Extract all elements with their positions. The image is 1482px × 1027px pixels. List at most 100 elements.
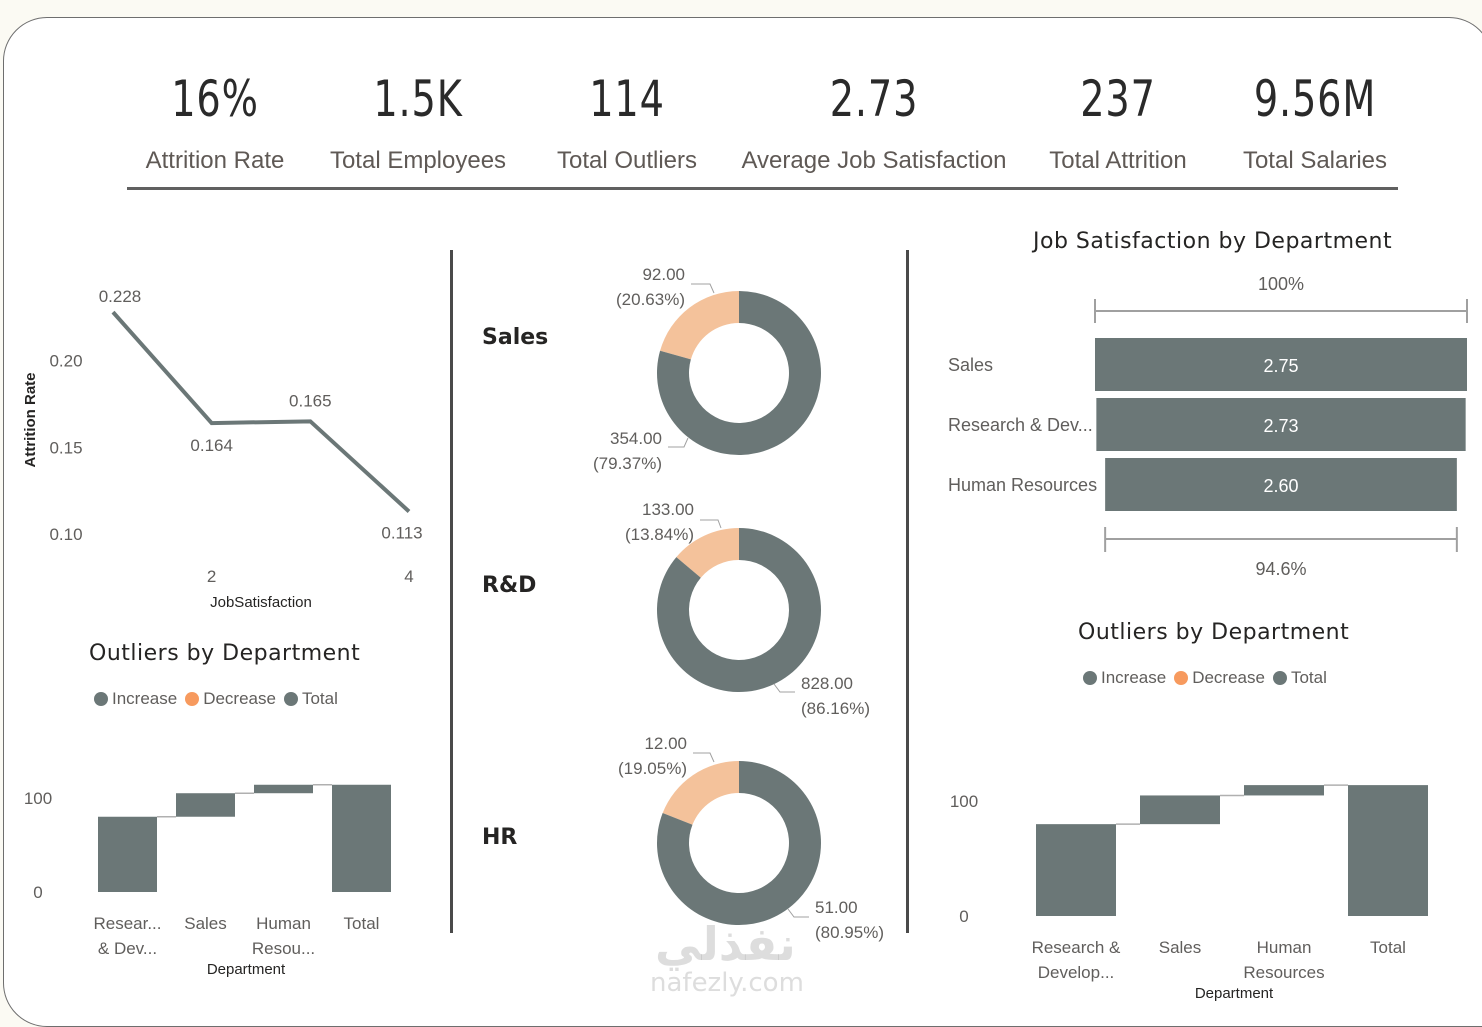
waterfall-bar [1348, 785, 1428, 916]
x-category-label: Human [256, 914, 311, 933]
x-category-label: Sales [184, 914, 227, 933]
x-category-label: Sales [1159, 938, 1202, 957]
funnel-bar [1095, 338, 1467, 391]
x-category-label: Resources [1243, 963, 1324, 982]
legend-label-decrease[interactable]: Decrease [1192, 668, 1265, 687]
waterfall-bar [1244, 785, 1324, 796]
top-percent-label: 100% [1258, 274, 1304, 294]
funnel-bar [1096, 398, 1466, 451]
waterfall-bar [332, 784, 391, 892]
slice-value-label: 12.00 [644, 734, 687, 753]
job-satisfaction-title: Job Satisfaction by Department [1033, 229, 1393, 254]
y-axis-title: Attrition Rate [22, 373, 39, 468]
donut-chart-hr: 12.00 (19.05%) 51.00 (80.95%) [618, 734, 884, 942]
kpi-label-avg-job-satisfaction: Average Job Satisfaction [741, 147, 1007, 174]
dashboard-card [3, 17, 1482, 1027]
slice-value-label: 51.00 [815, 898, 858, 917]
donut-slice [676, 528, 739, 578]
donut-slice [657, 761, 821, 925]
y-tick-label: 0 [33, 883, 42, 902]
kpi-value-attrition-rate: 16% [171, 70, 259, 128]
y-tick-label: 100 [950, 792, 978, 811]
x-axis-title: Department [207, 961, 286, 978]
outliers-right-waterfall-chart: 0 100 Research & Develop... Sales Human Resour… [950, 784, 1428, 1002]
funnel-bar-value: 2.73 [1263, 416, 1298, 436]
column-divider-left [450, 250, 453, 933]
y-tick-label: 0 [959, 907, 968, 926]
funnel-bar-value: 2.75 [1263, 356, 1298, 376]
x-category-label: Develop... [1038, 963, 1115, 982]
kpi-divider [127, 187, 1398, 190]
attrition-series-line [111, 310, 411, 513]
slice-percent-label: (80.95%) [815, 923, 884, 942]
bottom-percent-label: 94.6% [1255, 559, 1306, 579]
leader-line [693, 752, 715, 763]
slice-percent-label: (19.05%) [618, 759, 687, 778]
slice-percent-label: (79.37%) [593, 454, 662, 473]
leader-line [787, 908, 809, 918]
watermark-arabic: نفذلي [655, 917, 796, 971]
data-label: 0.164 [190, 436, 233, 455]
donut-chart-rnd: 133.00 (13.84%) 828.00 (86.16%) [625, 500, 870, 718]
outliers-right-title: Outliers by Department [1078, 620, 1350, 645]
y-tick-label: 0.20 [49, 352, 82, 371]
legend-label-decrease[interactable]: Decrease [203, 689, 276, 708]
kpi-value-total-outliers: 114 [589, 70, 665, 128]
donut-hr-title: HR [482, 825, 518, 850]
slice-value-label: 133.00 [642, 500, 694, 519]
donut-slice [657, 528, 821, 692]
leader-line [700, 519, 722, 529]
donut-slice [660, 291, 739, 360]
kpi-value-avg-job-satisfaction: 2.73 [829, 70, 919, 128]
kpi-label-total-attrition: Total Attrition [1049, 147, 1187, 174]
leader-line [668, 437, 689, 448]
legend-label-increase[interactable]: Increase [112, 689, 178, 708]
slice-percent-label: (13.84%) [625, 525, 694, 544]
y-tick-label: 0.10 [49, 525, 82, 544]
legend-label-increase[interactable]: Increase [1101, 668, 1167, 687]
outliers-left-legend: Increase Decrease Total [94, 689, 338, 709]
x-category-label: Human [1257, 938, 1312, 957]
slice-value-label: 354.00 [610, 429, 662, 448]
slice-percent-label: (86.16%) [801, 699, 870, 718]
donut-rnd-title: R&D [482, 573, 537, 598]
x-axis-title: Department [1195, 985, 1274, 1002]
donut-slice [657, 291, 821, 455]
donut-chart-sales: 92.00 (20.63%) 354.00 (79.37%) [593, 265, 821, 473]
kpi-label-total-employees: Total Employees [329, 147, 507, 174]
legend-label-total[interactable]: Total [1290, 668, 1327, 687]
outliers-right-legend: Increase Decrease Total [1083, 668, 1327, 688]
y-tick-label: 0.15 [49, 438, 82, 457]
funnel-bar [1105, 458, 1457, 511]
outliers-left-title: Outliers by Department [89, 641, 361, 666]
legend-dot-increase-icon [94, 692, 108, 706]
kpi-value-total-employees: 1.5K [373, 70, 463, 128]
funnel-category-label: Research & Dev... [948, 415, 1093, 435]
waterfall-bar [254, 784, 313, 794]
funnel-category-label: Sales [948, 355, 993, 375]
kpi-label-attrition-rate: Attrition Rate [145, 147, 285, 174]
attrition-line-chart: Attrition Rate JobSatisfaction 0.10 0.15 0… [22, 287, 423, 611]
x-tick-label: 4 [404, 567, 413, 586]
x-category-label: Resou... [252, 939, 315, 958]
x-axis-title: JobSatisfaction [210, 594, 312, 611]
slice-value-label: 828.00 [801, 674, 853, 693]
legend-dot-total-icon [283, 692, 298, 706]
kpi-value-total-salaries: 9.56M [1253, 70, 1377, 128]
column-divider-right [906, 250, 909, 933]
kpi-value-total-attrition: 237 [1080, 70, 1156, 128]
kpi-label-total-outliers: Total Outliers [556, 147, 698, 174]
legend-dot-increase-icon [1083, 671, 1097, 685]
x-category-label: Resear... [93, 914, 161, 933]
waterfall-bar [176, 793, 235, 817]
data-label: 0.113 [381, 523, 422, 542]
x-category-label: Total [1370, 938, 1406, 957]
donut-slice [662, 761, 739, 825]
x-category-label: Research & [1032, 938, 1121, 957]
slice-value-label: 92.00 [642, 265, 685, 284]
legend-label-total[interactable]: Total [301, 689, 338, 708]
watermark: نفذلي nafezly.com [650, 920, 804, 998]
legend-dot-decrease-icon [185, 692, 200, 706]
watermark-latin: nafezly.com [650, 968, 804, 998]
funnel-bar-value: 2.60 [1263, 476, 1298, 496]
